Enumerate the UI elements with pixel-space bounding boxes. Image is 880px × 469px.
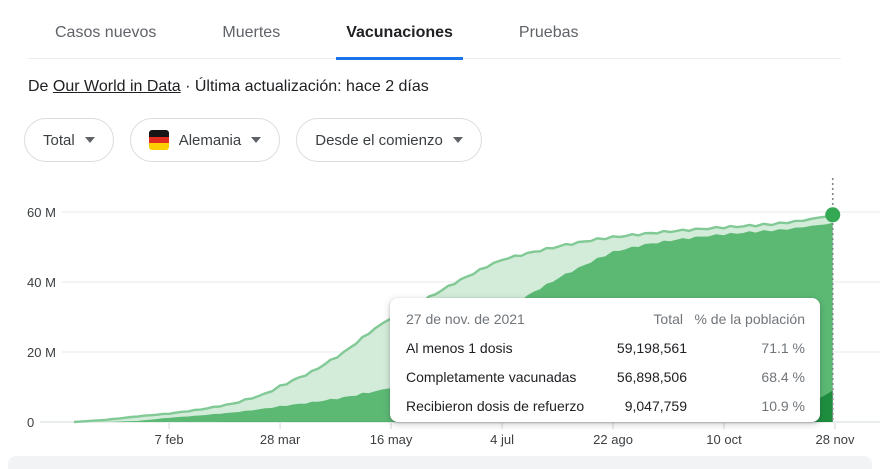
date-range-filter-chip[interactable]: Desde el comienzo bbox=[296, 118, 482, 162]
x-axis-label: 4 jul bbox=[490, 432, 514, 447]
tooltip-header-row: 27 de nov. de 2021 Total % de la poblaci… bbox=[406, 304, 805, 333]
data-source-line: De Our World in Data · Última actualizac… bbox=[28, 78, 429, 96]
cursor-dot bbox=[825, 207, 841, 223]
source-prefix: De bbox=[28, 78, 53, 95]
chevron-down-icon bbox=[84, 137, 95, 143]
time-range-scrubber[interactable] bbox=[8, 456, 872, 469]
tooltip-row-dose1: Al menos 1 dosis 59,198,561 71.1 % bbox=[406, 339, 805, 356]
metric-filter-label: Total bbox=[43, 131, 75, 149]
tooltip-date: 27 de nov. de 2021 bbox=[406, 310, 525, 327]
x-axis-label: 10 oct bbox=[706, 432, 742, 447]
tab-pruebas[interactable]: Pruebas bbox=[518, 24, 579, 41]
y-axis-label: 0 bbox=[27, 415, 34, 430]
tooltip-row-fully-vaccinated: Completamente vacunadas 56,898,506 68.4 … bbox=[406, 368, 805, 385]
tab-vacunaciones[interactable]: Vacunaciones bbox=[336, 10, 463, 60]
series-edge-0 bbox=[73, 213, 834, 424]
chevron-down-icon bbox=[251, 137, 262, 143]
germany-flag-icon bbox=[148, 130, 169, 150]
x-axis-label: 7 feb bbox=[155, 432, 184, 447]
chart-tooltip: 27 de nov. de 2021 Total % de la poblaci… bbox=[390, 298, 820, 422]
tab-casos-nuevos[interactable]: Casos nuevos bbox=[55, 24, 157, 41]
tab-muertes[interactable]: Muertes bbox=[222, 24, 281, 41]
stats-tab-bar: Casos nuevos Muertes Vacunaciones Prueba… bbox=[28, 10, 841, 60]
country-filter-label: Alemania bbox=[178, 131, 242, 149]
tooltip-row-booster: Recibieron dosis de refuerzo 9,047,759 1… bbox=[406, 397, 805, 414]
chevron-down-icon bbox=[452, 137, 463, 143]
x-axis-label: 28 nov bbox=[815, 432, 855, 447]
y-axis-label: 60 M bbox=[27, 205, 56, 220]
last-updated-text: · Última actualización: hace 2 días bbox=[180, 78, 429, 95]
metric-filter-chip[interactable]: Total bbox=[24, 118, 114, 162]
x-axis-label: 16 may bbox=[370, 432, 413, 447]
y-axis-label: 40 M bbox=[27, 275, 56, 290]
x-axis-label: 28 mar bbox=[260, 432, 301, 447]
y-axis-label: 20 M bbox=[27, 345, 56, 360]
source-link[interactable]: Our World in Data bbox=[52, 78, 181, 95]
tooltip-col-total: Total bbox=[653, 310, 683, 327]
country-filter-chip[interactable]: Alemania bbox=[129, 118, 281, 162]
date-range-filter-label: Desde el comienzo bbox=[315, 131, 443, 149]
x-axis-label: 22 ago bbox=[593, 432, 633, 447]
tooltip-col-percent: % de la población bbox=[694, 310, 805, 327]
filter-chip-row: Total Alemania Desde el comienzo bbox=[24, 118, 482, 162]
